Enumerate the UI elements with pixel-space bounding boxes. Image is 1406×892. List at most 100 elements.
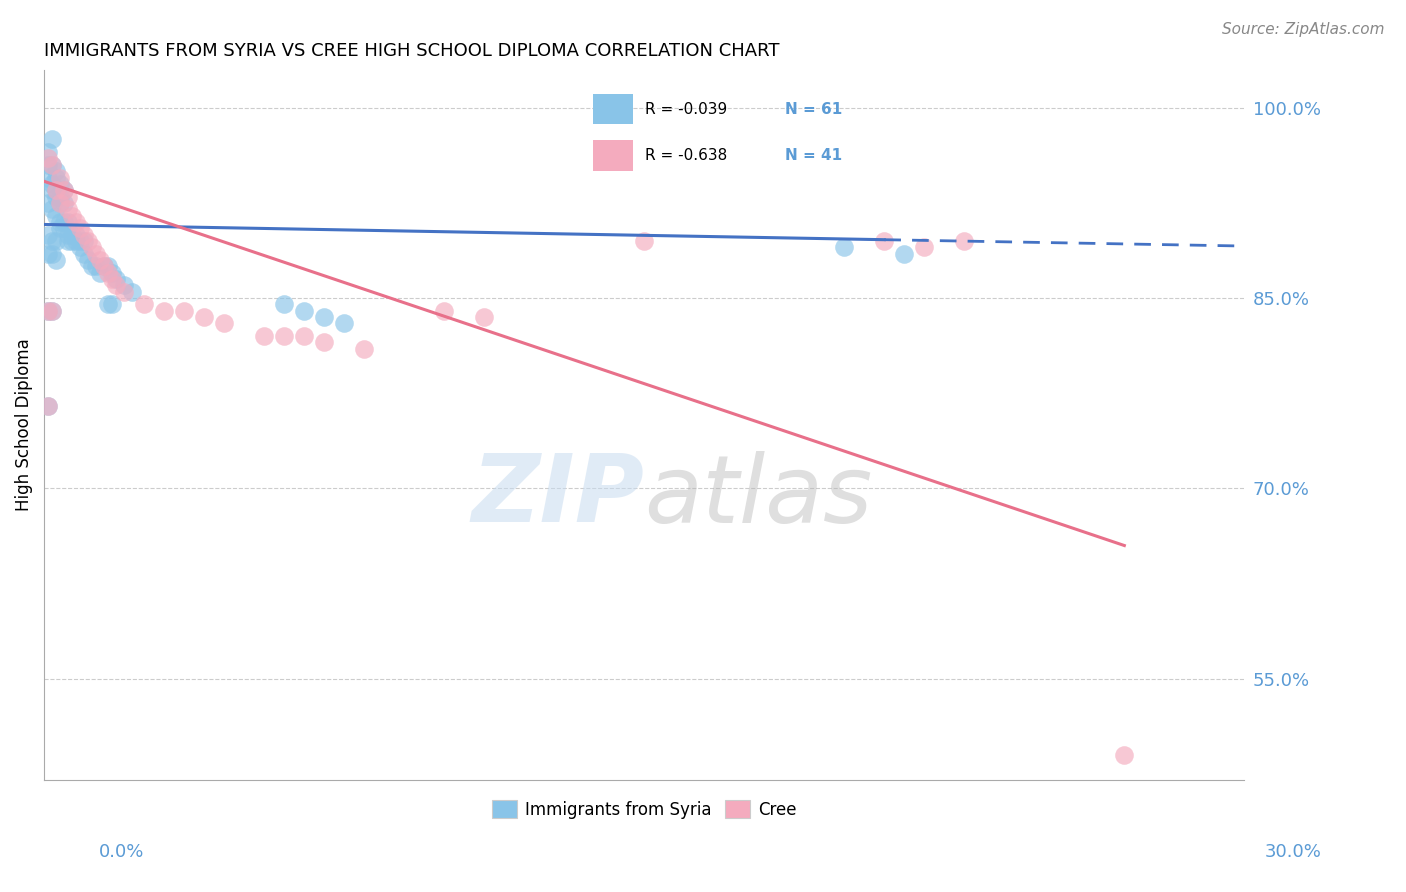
Point <box>65 234 87 248</box>
Point <box>101 297 124 311</box>
Point <box>873 234 896 248</box>
Text: ZIP: ZIP <box>471 450 644 542</box>
Point <box>84 246 107 260</box>
Point <box>292 329 315 343</box>
Point <box>105 272 128 286</box>
Point <box>89 266 111 280</box>
Point <box>121 285 143 299</box>
Point <box>37 170 59 185</box>
Point <box>56 234 79 248</box>
Text: 0.0%: 0.0% <box>98 843 143 861</box>
Point <box>41 303 63 318</box>
Point <box>82 260 104 274</box>
Point <box>49 189 72 203</box>
Point <box>45 252 67 267</box>
Point <box>56 189 79 203</box>
Point <box>633 234 655 248</box>
Point <box>84 260 107 274</box>
Point <box>37 145 59 160</box>
Point <box>273 329 295 343</box>
Point <box>41 158 63 172</box>
Text: N = 41: N = 41 <box>785 148 842 162</box>
Point <box>49 195 72 210</box>
FancyBboxPatch shape <box>593 140 633 170</box>
Point <box>953 234 976 248</box>
Point <box>153 303 176 318</box>
Point <box>37 227 59 242</box>
Point <box>292 303 315 318</box>
Point <box>37 303 59 318</box>
Text: atlas: atlas <box>644 450 873 541</box>
Point <box>41 177 63 191</box>
Point <box>1114 747 1136 762</box>
Point <box>37 195 59 210</box>
Point <box>60 234 83 248</box>
Point <box>37 303 59 318</box>
Point <box>69 240 91 254</box>
Point <box>41 246 63 260</box>
Point <box>37 399 59 413</box>
Point <box>37 246 59 260</box>
Point <box>69 234 91 248</box>
Point <box>45 164 67 178</box>
Point <box>49 195 72 210</box>
Point <box>65 227 87 242</box>
Point <box>37 152 59 166</box>
Point <box>41 158 63 172</box>
Point <box>53 183 76 197</box>
Point <box>112 278 135 293</box>
Point <box>433 303 456 318</box>
Point <box>45 183 67 197</box>
Point <box>82 240 104 254</box>
Point <box>105 278 128 293</box>
Point <box>53 183 76 197</box>
Point <box>45 183 67 197</box>
Point <box>97 266 120 280</box>
Point <box>49 170 72 185</box>
Text: IMMIGRANTS FROM SYRIA VS CREE HIGH SCHOOL DIPLOMA CORRELATION CHART: IMMIGRANTS FROM SYRIA VS CREE HIGH SCHOO… <box>44 42 779 60</box>
Text: R = -0.638: R = -0.638 <box>645 148 727 162</box>
Text: R = -0.039: R = -0.039 <box>645 102 727 117</box>
Point <box>45 189 67 203</box>
Point <box>49 177 72 191</box>
Point <box>472 310 495 325</box>
Point <box>41 303 63 318</box>
Point <box>45 209 67 223</box>
Point <box>53 215 76 229</box>
Point <box>314 310 336 325</box>
Point <box>173 303 195 318</box>
Point <box>212 317 235 331</box>
Point <box>97 260 120 274</box>
Point <box>49 215 72 229</box>
Point <box>273 297 295 311</box>
Point <box>41 202 63 217</box>
Point <box>45 234 67 248</box>
Point <box>56 227 79 242</box>
Point <box>193 310 215 325</box>
Point <box>101 272 124 286</box>
Point <box>37 399 59 413</box>
Point <box>93 260 115 274</box>
Point <box>912 240 935 254</box>
Point <box>56 215 79 229</box>
Point <box>60 227 83 242</box>
Point <box>253 329 276 343</box>
Text: 30.0%: 30.0% <box>1265 843 1322 861</box>
Point <box>73 234 96 248</box>
Point <box>73 246 96 260</box>
Point <box>45 170 67 185</box>
Point <box>56 202 79 217</box>
Point <box>134 297 156 311</box>
Point <box>97 297 120 311</box>
Point <box>53 195 76 210</box>
Point <box>112 285 135 299</box>
Point <box>77 252 100 267</box>
Point <box>333 317 356 331</box>
Text: Source: ZipAtlas.com: Source: ZipAtlas.com <box>1222 22 1385 37</box>
Point <box>93 260 115 274</box>
Point <box>41 132 63 146</box>
Point <box>73 227 96 242</box>
Point <box>41 183 63 197</box>
Point <box>893 246 915 260</box>
Point <box>101 266 124 280</box>
